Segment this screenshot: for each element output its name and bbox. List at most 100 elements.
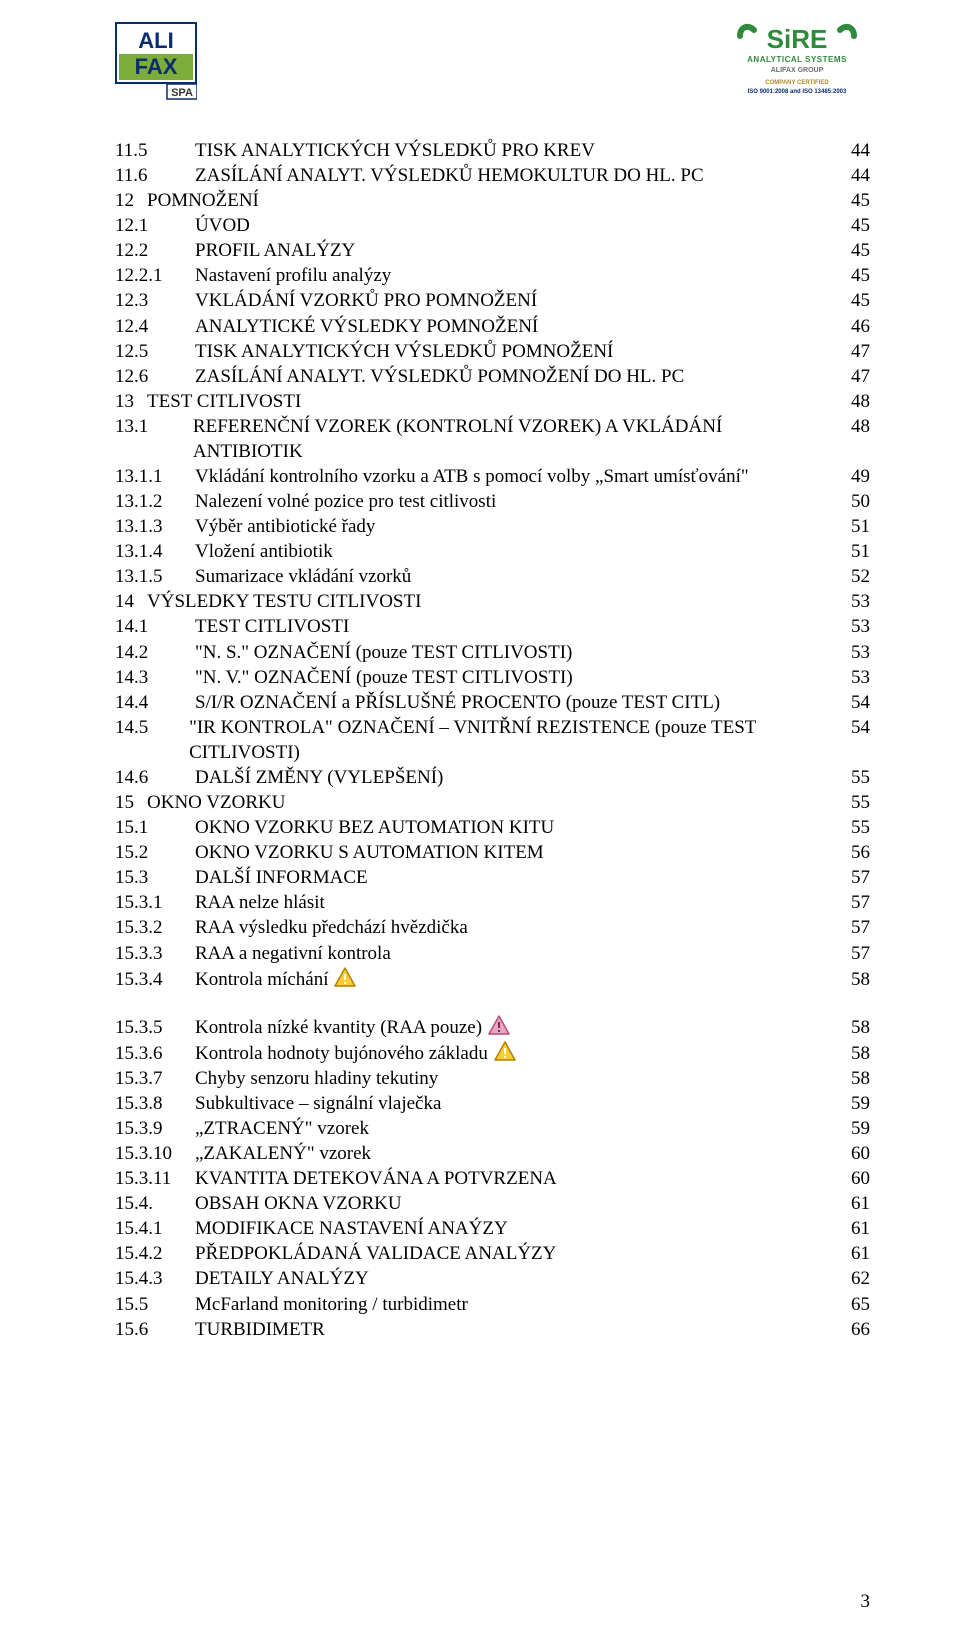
toc-page: 45 [830, 188, 870, 213]
sire-line2: ALIFAX GROUP [771, 67, 824, 74]
toc-entry: 15.3.5Kontrola nízké kvantity (RAA pouze… [115, 1014, 870, 1040]
toc-number: 14.4 [115, 690, 195, 715]
toc-entry: 13.1.4Vložení antibiotik51 [115, 539, 870, 564]
toc-number: 15.6 [115, 1317, 195, 1342]
toc-page: 55 [830, 815, 870, 840]
toc-number: 12.1 [115, 213, 195, 238]
toc-page: 53 [830, 589, 870, 614]
toc-page: 51 [830, 514, 870, 539]
toc-entry: 11.6ZASÍLÁNÍ ANALYT. VÝSLEDKŮ HEMOKULTUR… [115, 163, 870, 188]
toc-title: McFarland monitoring / turbidimetr [195, 1292, 830, 1317]
toc-page: 66 [830, 1317, 870, 1342]
toc-number: 14.6 [115, 765, 195, 790]
toc-title: „ZTRACENÝ" vzorek [195, 1116, 830, 1141]
toc-number: 13.1.1 [115, 464, 195, 489]
toc-title-text: OKNO VZORKU BEZ AUTOMATION KITU [195, 817, 554, 838]
toc-entry: 15.3.4Kontrola míchání 58 [115, 966, 870, 992]
toc-number: 15.3.7 [115, 1066, 195, 1091]
toc-entry: 15.3.9„ZTRACENÝ" vzorek59 [115, 1116, 870, 1141]
toc-page: 53 [830, 665, 870, 690]
toc-title-text: Vkládání kontrolního vzorku a ATB s pomo… [195, 466, 749, 487]
toc-title: OKNO VZORKU BEZ AUTOMATION KITU [195, 815, 830, 840]
toc-title-text: RAA a negativní kontrola [195, 943, 391, 964]
toc-title-text: ANALYTICKÉ VÝSLEDKY POMNOŽENÍ [195, 316, 538, 337]
toc-title: PŘEDPOKLÁDANÁ VALIDACE ANALÝZY [195, 1241, 830, 1266]
toc-page: 48 [830, 389, 870, 414]
toc-title-text: Kontrola míchání [195, 969, 329, 990]
toc-page: 56 [830, 840, 870, 865]
toc-entry: 14.6DALŠÍ ZMĚNY (VYLEPŠENÍ)55 [115, 765, 870, 790]
toc-title-text: „ZTRACENÝ" vzorek [195, 1118, 369, 1139]
toc-number: 15.2 [115, 840, 195, 865]
toc-title-text: "N. S." OZNAČENÍ (pouze TEST CITLIVOSTI) [195, 642, 572, 663]
toc-number: 12.5 [115, 339, 195, 364]
toc-title-text: PROFIL ANALÝZY [195, 240, 355, 261]
toc-title: OKNO VZORKU [147, 790, 830, 815]
toc-entry: 14.4S/I/R OZNAČENÍ a PŘÍSLUŠNÉ PROCENTO … [115, 690, 870, 715]
toc-entry: 14.1TEST CITLIVOSTI53 [115, 614, 870, 639]
toc-number: 15.4. [115, 1191, 195, 1216]
toc-number: 14 [115, 589, 147, 614]
toc-entry: 14.5"IR KONTROLA" OZNAČENÍ – VNITŘNÍ REZ… [115, 715, 870, 765]
toc-title: Kontrola míchání [195, 966, 830, 992]
toc-page: 58 [830, 967, 870, 992]
sire-logo: SiRE ANALYTICAL SYSTEMS ALIFAX GROUP COM… [720, 22, 870, 100]
toc-title: TURBIDIMETR [195, 1317, 830, 1342]
toc-title: ZASÍLÁNÍ ANALYT. VÝSLEDKŮ POMNOŽENÍ DO H… [195, 364, 830, 389]
toc-entry: 13.1.3Výběr antibiotické řady51 [115, 514, 870, 539]
toc-page: 49 [830, 464, 870, 489]
toc-number: 13.1.3 [115, 514, 195, 539]
toc-entry: 15OKNO VZORKU55 [115, 790, 870, 815]
toc-entry: 15.1OKNO VZORKU BEZ AUTOMATION KITU55 [115, 815, 870, 840]
toc-title-text: TEST CITLIVOSTI [147, 391, 301, 412]
toc-page: 45 [830, 263, 870, 288]
toc-title-text: Sumarizace vkládání vzorků [195, 566, 411, 587]
toc-number: 15.3.3 [115, 941, 195, 966]
toc-title: TEST CITLIVOSTI [147, 389, 830, 414]
toc-number: 12.3 [115, 288, 195, 313]
toc-entry: 14VÝSLEDKY TESTU CITLIVOSTI53 [115, 589, 870, 614]
toc-title-text: DETAILY ANALÝZY [195, 1268, 369, 1289]
toc-entry: 15.3.1RAA nelze hlásit57 [115, 890, 870, 915]
toc-title: DETAILY ANALÝZY [195, 1266, 830, 1291]
toc-entry: 15.3.7Chyby senzoru hladiny tekutiny58 [115, 1066, 870, 1091]
toc-page: 52 [830, 564, 870, 589]
toc-entry: 15.3.10„ZAKALENÝ" vzorek60 [115, 1141, 870, 1166]
toc-number: 15.3.11 [115, 1166, 195, 1191]
toc-page: 53 [830, 614, 870, 639]
toc-entry: 15.3DALŠÍ INFORMACE57 [115, 865, 870, 890]
toc-number: 11.6 [115, 163, 195, 188]
toc-number: 12.4 [115, 314, 195, 339]
toc-number: 15.3.8 [115, 1091, 195, 1116]
toc-number: 12 [115, 188, 147, 213]
toc-entry: 15.3.8Subkultivace – signální vlaječka59 [115, 1091, 870, 1116]
toc-number: 15.3.5 [115, 1015, 195, 1040]
table-of-contents: 11.5TISK ANALYTICKÝCH VÝSLEDKŮ PRO KREV4… [115, 138, 870, 1342]
toc-number: 15.3.6 [115, 1041, 195, 1066]
toc-title: Vložení antibiotik [195, 539, 830, 564]
toc-page: 54 [833, 715, 870, 740]
toc-title: VÝSLEDKY TESTU CITLIVOSTI [147, 589, 830, 614]
toc-title: TEST CITLIVOSTI [195, 614, 830, 639]
sire-line1: ANALYTICAL SYSTEMS [747, 55, 847, 64]
toc-number: 15.3.10 [115, 1141, 195, 1166]
toc-number: 15.4.2 [115, 1241, 195, 1266]
toc-entry: 15.2OKNO VZORKU S AUTOMATION KITEM56 [115, 840, 870, 865]
toc-title: KVANTITA DETEKOVÁNA A POTVRZENA [195, 1166, 830, 1191]
toc-page: 61 [830, 1241, 870, 1266]
toc-title: DALŠÍ INFORMACE [195, 865, 830, 890]
toc-title: RAA výsledku předchází hvězdička [195, 915, 830, 940]
toc-page: 61 [830, 1216, 870, 1241]
toc-title: TISK ANALYTICKÝCH VÝSLEDKŮ PRO KREV [195, 138, 830, 163]
toc-entry: 12.6ZASÍLÁNÍ ANALYT. VÝSLEDKŮ POMNOŽENÍ … [115, 364, 870, 389]
logo-ali-text: ALI [138, 28, 173, 53]
toc-number: 15 [115, 790, 147, 815]
toc-entry: 15.3.3RAA a negativní kontrola57 [115, 941, 870, 966]
toc-entry: 15.4.1MODIFIKACE NASTAVENÍ ANAÝZY61 [115, 1216, 870, 1241]
toc-title-text: Chyby senzoru hladiny tekutiny [195, 1068, 438, 1089]
toc-title: S/I/R OZNAČENÍ a PŘÍSLUŠNÉ PROCENTO (pou… [195, 690, 830, 715]
toc-title-text: DALŠÍ INFORMACE [195, 867, 368, 888]
toc-title-text: KVANTITA DETEKOVÁNA A POTVRZENA [195, 1168, 557, 1189]
toc-number: 15.4.1 [115, 1216, 195, 1241]
toc-title-text: ZASÍLÁNÍ ANALYT. VÝSLEDKŮ HEMOKULTUR DO … [195, 165, 704, 186]
